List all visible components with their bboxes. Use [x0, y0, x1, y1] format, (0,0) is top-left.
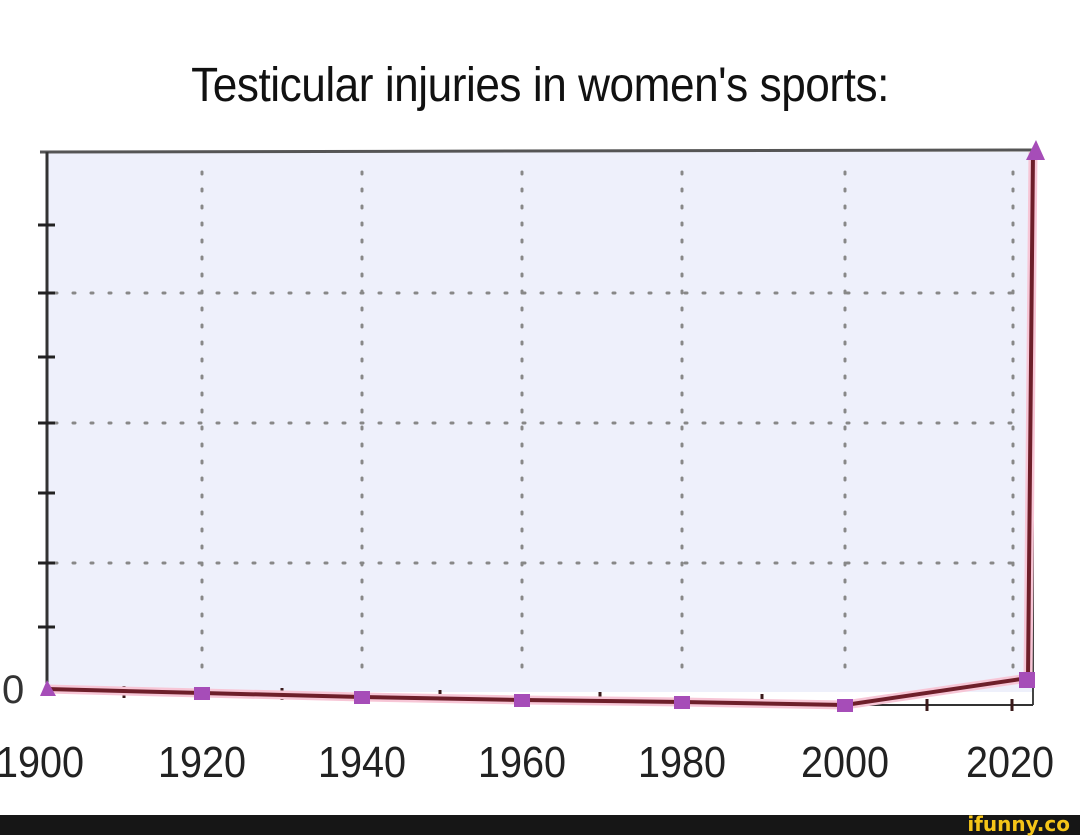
x-tick-label-1940: 1940: [317, 738, 407, 787]
y-tick-label-zero: 0: [2, 668, 25, 712]
x-tick-label-2000: 2000: [800, 738, 890, 787]
marker-2000: [837, 699, 853, 712]
x-tick-label-1960: 1960: [477, 738, 567, 787]
y-ticks: [38, 223, 55, 629]
chart-title: Testicular injuries in women's sports:: [191, 59, 889, 112]
x-tick-label-1900: 1900: [0, 738, 85, 787]
marker-2022-low: [1019, 672, 1035, 688]
marker-1900: [40, 680, 56, 696]
x-tick-label-1920: 1920: [157, 738, 247, 787]
marker-1960: [514, 694, 530, 707]
plot-top-border: [39, 148, 1038, 154]
marker-1940: [354, 691, 370, 704]
series-markers: [40, 140, 1045, 712]
x-tick-label-1980: 1980: [637, 738, 727, 787]
marker-1920: [194, 687, 210, 700]
series-line: [46, 151, 1035, 707]
marker-2022-high: [1026, 140, 1045, 160]
horizontal-gridlines: [53, 291, 1022, 565]
x-tick-label-2020: 2020: [965, 738, 1055, 787]
brand-watermark: ifunny.co: [967, 812, 1070, 836]
vertical-gridlines: [200, 170, 1015, 682]
marker-1980: [674, 696, 690, 709]
footer-bar: ifunny.co: [0, 812, 1080, 836]
